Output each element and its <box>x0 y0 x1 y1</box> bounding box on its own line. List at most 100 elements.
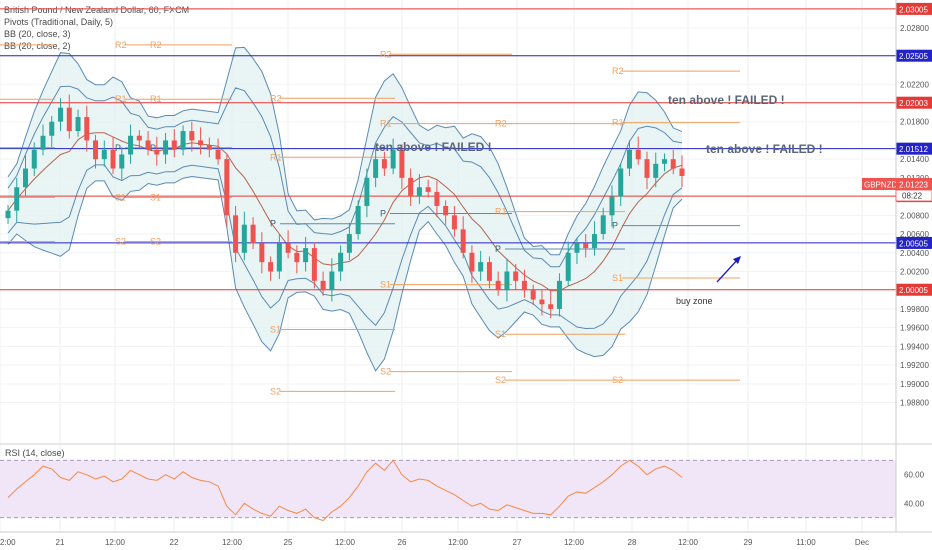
price-tick: 2.00800 <box>900 211 929 220</box>
pivot-label: R1 <box>612 118 624 128</box>
price-axis: 2.028002.022002.018002.014002.012002.008… <box>895 0 929 532</box>
candle-body <box>75 117 81 132</box>
time-tick: 21 <box>56 538 65 547</box>
candle-body <box>539 299 545 305</box>
candle-body <box>119 154 125 169</box>
pivot-label: R2 <box>495 119 507 129</box>
rsi-pane: 60.00 40.00 <box>0 443 932 522</box>
candle-body <box>346 234 352 253</box>
candles <box>5 94 685 319</box>
pivot-label: R2 <box>115 40 127 50</box>
bb-line <box>7 164 683 330</box>
candle-body <box>469 252 475 272</box>
annotation-failed-3: ten above ! FAILED ! <box>706 142 823 156</box>
level-tag <box>896 142 932 155</box>
time-tick: 28 <box>628 538 637 547</box>
time-tick: 26 <box>398 538 407 547</box>
pivot-label: R1 <box>115 94 127 104</box>
candle-body <box>303 248 309 263</box>
candle-body <box>66 107 72 132</box>
candle-body <box>521 280 527 291</box>
candle-body <box>171 140 177 150</box>
level-label: 2.00005 <box>899 286 928 295</box>
candle-body <box>276 243 282 272</box>
candle-body <box>600 215 606 235</box>
time-tick: 12:00 <box>105 538 126 547</box>
price-tick: 2.00200 <box>900 267 929 276</box>
rsi-label: RSI (14, close) <box>5 448 65 458</box>
candle-body <box>320 280 326 291</box>
candle-body <box>548 304 554 309</box>
price-tick: 2.00600 <box>900 230 929 239</box>
candle-body <box>93 140 99 160</box>
candle-body <box>355 205 361 235</box>
pivot-label: S2 <box>495 375 506 385</box>
time-tick: Dec <box>855 538 869 547</box>
candle-body <box>653 163 659 178</box>
candle-body <box>679 168 685 176</box>
time-tick: 25 <box>284 538 293 547</box>
price-tag-symbol: GBPNZD <box>864 181 898 190</box>
pivot-label: S2 <box>115 237 126 247</box>
pivot-label: S1 <box>380 280 391 290</box>
price-tick: 2.01800 <box>900 118 929 127</box>
legend-indicator-pivots: Pivots (Traditional, Daily, 5) <box>4 17 114 27</box>
price-tick: 1.99200 <box>900 361 929 370</box>
candle-body <box>294 252 300 263</box>
level-tag <box>896 2 932 15</box>
candle-body <box>49 121 55 136</box>
annotation-failed-2: ten above ! FAILED ! <box>668 93 785 107</box>
candle-body <box>670 159 676 169</box>
price-tick: 1.99400 <box>900 342 929 351</box>
price-tick: 2.02800 <box>900 24 929 33</box>
legend-indicator-bb3: BB (20, close, 3) <box>4 29 71 39</box>
candle-body <box>486 262 492 281</box>
pivot-label: S1 <box>270 325 281 335</box>
candle-body <box>434 191 440 206</box>
pivot-label: S2 <box>380 367 391 377</box>
candle-body <box>574 243 580 253</box>
candle-body <box>233 215 239 253</box>
pivot-label: S2 <box>612 375 623 385</box>
candle-body <box>329 271 335 291</box>
time-tick: 12:00 <box>222 538 243 547</box>
level-tag <box>896 49 932 62</box>
pivot-label: R2 <box>612 66 624 76</box>
pivot-label: S2 <box>270 386 281 396</box>
price-tag-value: 2.01223 <box>899 181 928 190</box>
price-tick: 2.01400 <box>900 155 929 164</box>
price-tag-countdown: 08:22 <box>902 192 923 201</box>
candle-body <box>381 159 387 169</box>
bb-line <box>7 175 683 372</box>
pivot-label: R2 <box>380 49 392 59</box>
candle-body <box>154 149 160 155</box>
candle-body <box>250 224 256 244</box>
legend-indicator-bb2: BB (20, close, 2) <box>4 41 71 51</box>
candle-body <box>206 145 212 150</box>
arrow-icon <box>716 256 741 283</box>
time-tick: 29 <box>744 538 753 547</box>
level-label: 2.02003 <box>899 99 928 108</box>
candle-body <box>58 107 64 122</box>
candle-body <box>530 290 536 300</box>
price-tick: 2.02200 <box>900 80 929 89</box>
candle-body <box>443 205 449 216</box>
candle-body <box>583 243 589 249</box>
candle-body <box>180 131 186 150</box>
candle-body <box>609 196 615 216</box>
pivot-label: S1 <box>495 329 506 339</box>
level-tag <box>896 96 932 109</box>
candle-body <box>23 168 29 188</box>
price-tick: 1.98800 <box>900 399 929 408</box>
pivot-label: R1 <box>495 207 507 217</box>
candle-body <box>364 177 370 206</box>
price-tick: 1.99000 <box>900 380 929 389</box>
bb-line <box>7 46 683 256</box>
pivot-label: R2 <box>270 93 282 103</box>
time-tick: 2:00 <box>0 538 16 547</box>
rsi-tick: 40.00 <box>904 499 925 508</box>
candle-body <box>40 135 46 150</box>
pivot-label: P <box>115 143 121 153</box>
rsi-band <box>0 460 896 518</box>
